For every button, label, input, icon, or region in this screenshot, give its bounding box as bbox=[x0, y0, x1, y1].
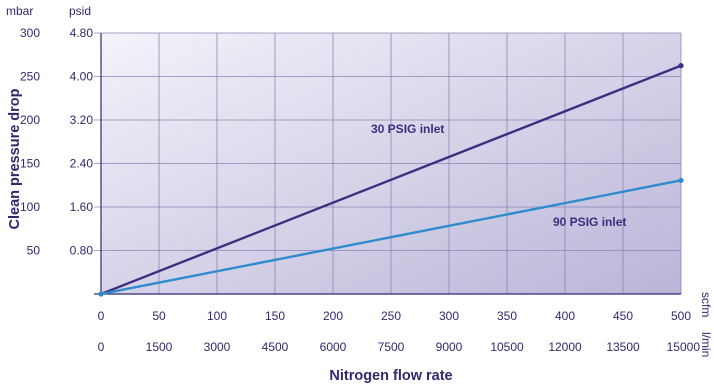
x-secondary-tick-label: 3000 bbox=[204, 340, 231, 354]
x-primary-tick-label: 200 bbox=[323, 309, 343, 323]
horizontal-gridlines bbox=[94, 32, 681, 251]
y-secondary-unit: mbar bbox=[6, 4, 33, 18]
x-primary-tick-label: 500 bbox=[671, 309, 691, 323]
x-secondary-tick-label: 7500 bbox=[378, 340, 405, 354]
y-primary-tick-label: 2.40 bbox=[70, 157, 94, 171]
series-line-1 bbox=[99, 179, 683, 296]
y-primary-tick-label: 0.80 bbox=[70, 244, 94, 258]
y-primary-tick-label: 1.60 bbox=[70, 200, 94, 214]
y-secondary-tick-label: 300 bbox=[20, 26, 40, 40]
y-secondary-tick-label: 250 bbox=[20, 70, 40, 84]
x-axis-title: Nitrogen flow rate bbox=[329, 368, 452, 384]
series-label-90-psig: 90 PSIG inlet bbox=[553, 215, 626, 229]
y-axis-title: Clean pressure drop bbox=[7, 88, 23, 229]
x-secondary-tick-label: 0 bbox=[98, 340, 105, 354]
y-primary-unit: psid bbox=[69, 4, 91, 18]
series-lines bbox=[98, 63, 684, 297]
x-secondary-tick-label: 1500 bbox=[146, 340, 173, 354]
series-origin-point bbox=[98, 291, 104, 297]
y-primary-tick-label: 4.00 bbox=[70, 70, 94, 84]
x-secondary-tick-label: 9000 bbox=[436, 340, 463, 354]
x-secondary-tick-label: 10500 bbox=[490, 340, 524, 354]
x-secondary-tick-label: 15000 bbox=[667, 340, 701, 354]
x-primary-tick-label: 50 bbox=[152, 309, 166, 323]
x-secondary-tick-label: 13500 bbox=[606, 340, 640, 354]
series-endpoint-1 bbox=[678, 177, 684, 183]
y-secondary-tick-label: 50 bbox=[27, 244, 41, 258]
x-primary-tick-label: 400 bbox=[555, 309, 575, 323]
y-tick-labels: 0.80 50 1.60 100 2.40 150 3.20 200 4.00 250 4.80 30… bbox=[20, 26, 93, 258]
series-label-30-psig: 30 PSIG inlet bbox=[371, 122, 444, 136]
x-secondary-tick-label: 6000 bbox=[320, 340, 347, 354]
x-primary-tick-label: 450 bbox=[613, 309, 633, 323]
x-primary-tick-label: 100 bbox=[207, 309, 227, 323]
y-primary-tick-label: 4.80 bbox=[70, 26, 94, 40]
x-primary-tick-label: 350 bbox=[497, 309, 517, 323]
x-primary-tick-label: 250 bbox=[381, 309, 401, 323]
x-secondary-tick-label: 4500 bbox=[262, 340, 289, 354]
y-secondary-tick-label: 150 bbox=[20, 157, 40, 171]
x-primary-unit: scfm bbox=[699, 292, 713, 317]
x-primary-tick-label: 300 bbox=[439, 309, 459, 323]
y-primary-tick-label: 3.20 bbox=[70, 113, 94, 127]
x-primary-tick-label: 150 bbox=[265, 309, 285, 323]
series-line-0 bbox=[99, 64, 683, 296]
y-secondary-tick-label: 100 bbox=[20, 200, 40, 214]
x-secondary-unit: l/min bbox=[699, 332, 713, 357]
x-tick-labels: 0 50 100 150 200 250 300 350 400 450 500 0 1500 3000 4… bbox=[98, 309, 701, 354]
series-endpoint-0 bbox=[678, 63, 684, 69]
x-secondary-tick-label: 12000 bbox=[548, 340, 582, 354]
x-primary-tick-label: 0 bbox=[98, 309, 105, 323]
y-secondary-tick-label: 200 bbox=[20, 113, 40, 127]
